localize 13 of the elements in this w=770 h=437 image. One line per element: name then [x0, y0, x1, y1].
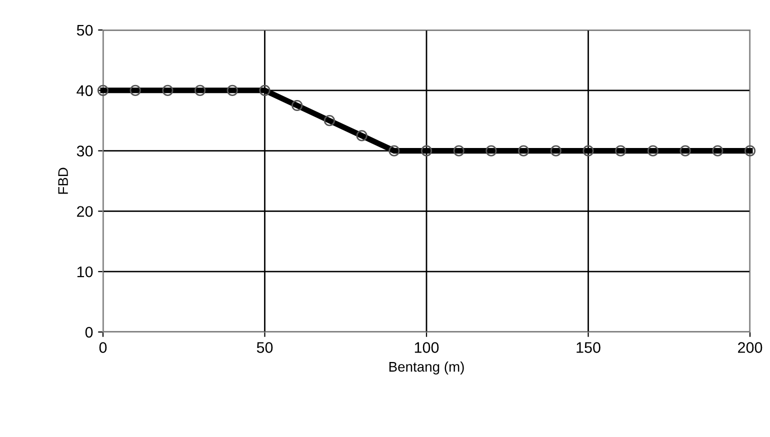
- y-tick-label: 20: [77, 206, 93, 217]
- x-tick-label: 150: [576, 342, 600, 353]
- y-tick-label: 0: [85, 326, 93, 338]
- y-tick-label: 30: [76, 146, 93, 156]
- x-axis-title: Bentang (m): [389, 362, 464, 374]
- x-tick-label: 100: [414, 342, 439, 353]
- y-tick-label: 50: [76, 24, 93, 36]
- x-tick-label: 0: [99, 342, 107, 353]
- y-axis-title: FBD: [58, 168, 68, 194]
- x-tick-label: 200: [738, 342, 762, 353]
- y-tick-label: 40: [76, 85, 93, 96]
- y-tick-label: 10: [77, 266, 93, 278]
- x-tick-label: 50: [256, 342, 273, 353]
